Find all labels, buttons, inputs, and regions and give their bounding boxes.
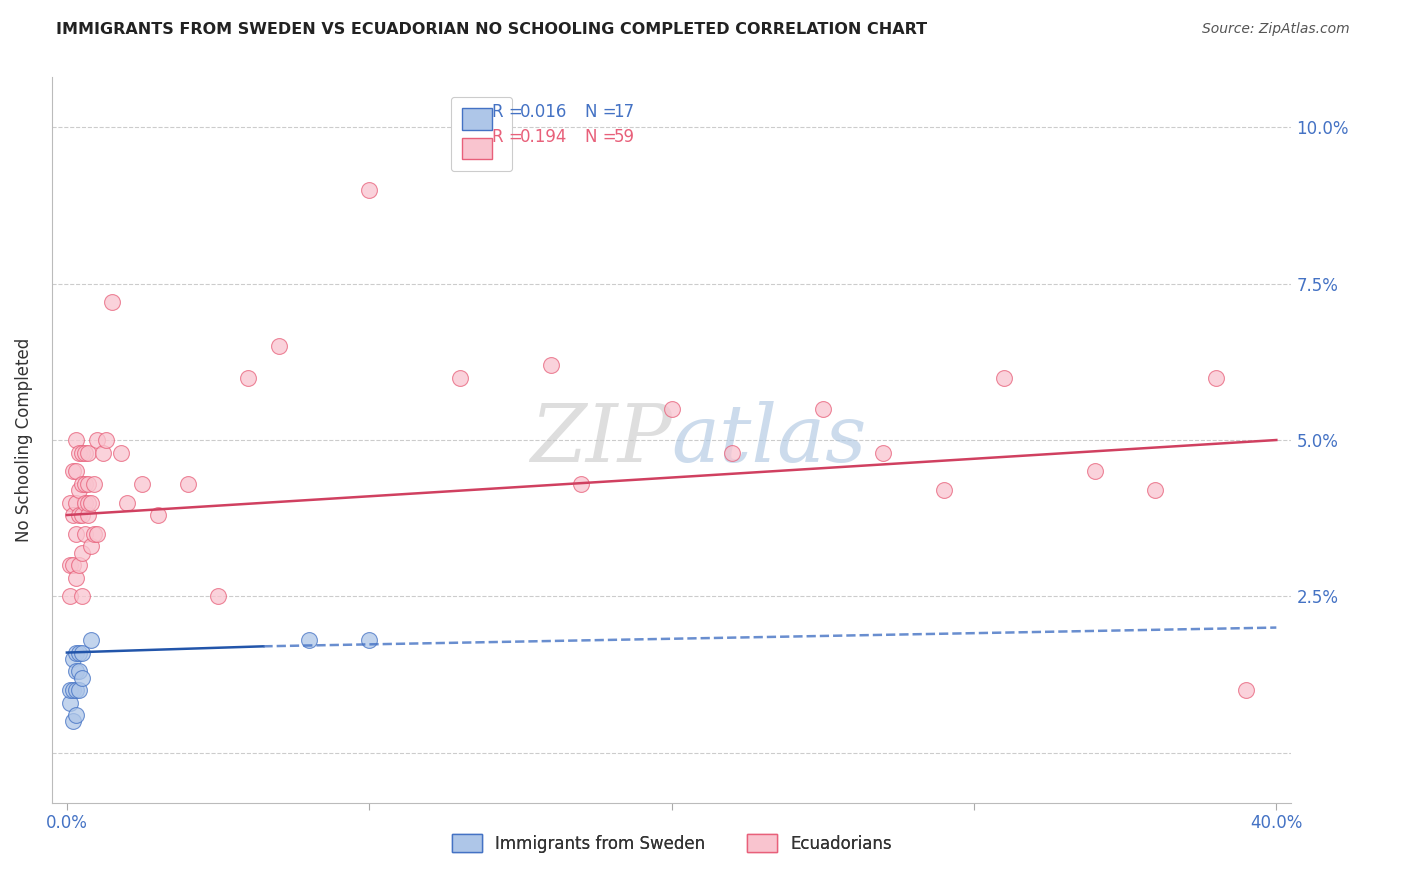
Text: R =: R =: [492, 128, 527, 146]
Text: N =: N =: [585, 128, 621, 146]
Point: [932, 483, 955, 497]
Point: [67, 508, 90, 522]
Text: N =: N =: [585, 103, 621, 120]
Point: [65, 683, 87, 698]
Point: [83, 526, 105, 541]
Point: [70, 508, 93, 522]
Point: [872, 445, 894, 459]
Point: [62, 652, 84, 666]
Point: [86, 433, 108, 447]
Point: [993, 370, 1015, 384]
Text: R =: R =: [492, 103, 527, 120]
Point: [86, 526, 108, 541]
Point: [77, 445, 100, 459]
Point: [298, 633, 321, 648]
Y-axis label: No Schooling Completed: No Schooling Completed: [15, 338, 32, 542]
Point: [77, 476, 100, 491]
Point: [80, 495, 103, 509]
Point: [59, 696, 82, 710]
Point: [65, 433, 87, 447]
Text: 59: 59: [613, 128, 634, 146]
Point: [73, 495, 96, 509]
Point: [62, 558, 84, 572]
Point: [1084, 464, 1107, 478]
Point: [70, 646, 93, 660]
Text: 0.016: 0.016: [520, 103, 568, 120]
Text: atlas: atlas: [672, 401, 868, 479]
Point: [117, 495, 139, 509]
Point: [70, 445, 93, 459]
Point: [67, 646, 90, 660]
Point: [65, 570, 87, 584]
Point: [1205, 370, 1227, 384]
Point: [77, 495, 100, 509]
Point: [65, 665, 87, 679]
Point: [207, 589, 229, 603]
Point: [73, 476, 96, 491]
Point: [1234, 683, 1257, 698]
Text: IMMIGRANTS FROM SWEDEN VS ECUADORIAN NO SCHOOLING COMPLETED CORRELATION CHART: IMMIGRANTS FROM SWEDEN VS ECUADORIAN NO …: [56, 22, 928, 37]
Point: [70, 671, 93, 685]
Point: [80, 633, 103, 648]
Point: [70, 476, 93, 491]
Point: [65, 495, 87, 509]
Point: [59, 558, 82, 572]
Point: [70, 589, 93, 603]
Point: [62, 683, 84, 698]
Point: [67, 558, 90, 572]
Legend: Immigrants from Sweden, Ecuadorians: Immigrants from Sweden, Ecuadorians: [444, 828, 898, 860]
Point: [96, 433, 118, 447]
Point: [59, 495, 82, 509]
Point: [131, 476, 153, 491]
Text: 17: 17: [613, 103, 634, 120]
Point: [110, 445, 132, 459]
Point: [238, 370, 260, 384]
Point: [65, 464, 87, 478]
Point: [661, 401, 683, 416]
Point: [146, 508, 169, 522]
Point: [67, 665, 90, 679]
Point: [73, 526, 96, 541]
Point: [73, 445, 96, 459]
Point: [77, 508, 100, 522]
Point: [177, 476, 200, 491]
Point: [83, 476, 105, 491]
Point: [67, 683, 90, 698]
Point: [59, 589, 82, 603]
Text: Source: ZipAtlas.com: Source: ZipAtlas.com: [1202, 22, 1350, 37]
Point: [540, 358, 562, 372]
Point: [70, 545, 93, 559]
Point: [449, 370, 471, 384]
Text: 0.194: 0.194: [520, 128, 568, 146]
Point: [721, 445, 744, 459]
Point: [65, 526, 87, 541]
Point: [80, 539, 103, 553]
Point: [267, 339, 290, 353]
Point: [62, 714, 84, 729]
Text: ZIP: ZIP: [530, 401, 672, 479]
Point: [1144, 483, 1167, 497]
Point: [65, 646, 87, 660]
Point: [811, 401, 834, 416]
Point: [67, 445, 90, 459]
Point: [91, 445, 114, 459]
Point: [62, 508, 84, 522]
Point: [65, 708, 87, 723]
Point: [101, 295, 124, 310]
Point: [59, 683, 82, 698]
Point: [569, 476, 592, 491]
Point: [359, 183, 381, 197]
Point: [67, 483, 90, 497]
Point: [359, 633, 381, 648]
Point: [62, 464, 84, 478]
